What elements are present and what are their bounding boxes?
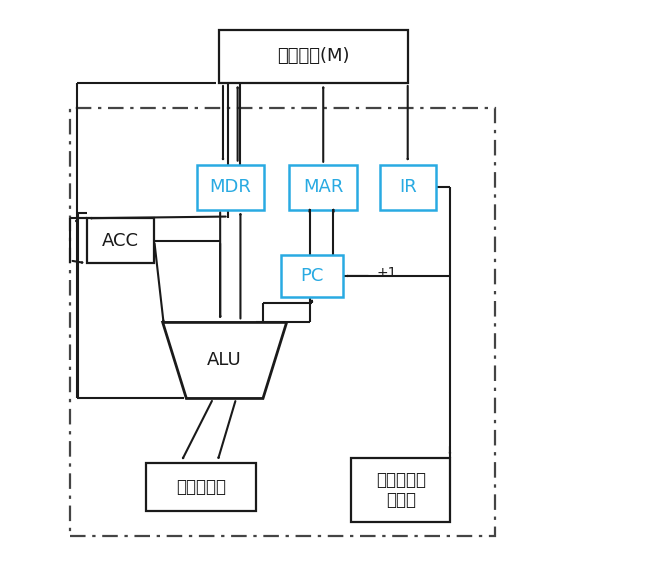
Text: 状态寄存器: 状态寄存器 — [176, 478, 225, 496]
Text: MDR: MDR — [209, 178, 252, 196]
Text: 微操作信号
发生器: 微操作信号 发生器 — [376, 470, 425, 509]
FancyBboxPatch shape — [146, 463, 256, 511]
FancyBboxPatch shape — [290, 165, 357, 210]
FancyBboxPatch shape — [87, 218, 155, 263]
Text: MAR: MAR — [303, 178, 343, 196]
FancyBboxPatch shape — [351, 457, 450, 522]
Text: +1: +1 — [377, 265, 397, 280]
FancyBboxPatch shape — [281, 255, 343, 297]
Text: ACC: ACC — [102, 231, 139, 250]
Text: 主存储器(M): 主存储器(M) — [277, 48, 350, 65]
Polygon shape — [163, 323, 286, 398]
FancyBboxPatch shape — [379, 165, 436, 210]
Text: ALU: ALU — [207, 351, 242, 370]
FancyBboxPatch shape — [219, 29, 407, 83]
Text: IR: IR — [399, 178, 417, 196]
FancyBboxPatch shape — [197, 165, 264, 210]
Text: PC: PC — [300, 267, 324, 285]
